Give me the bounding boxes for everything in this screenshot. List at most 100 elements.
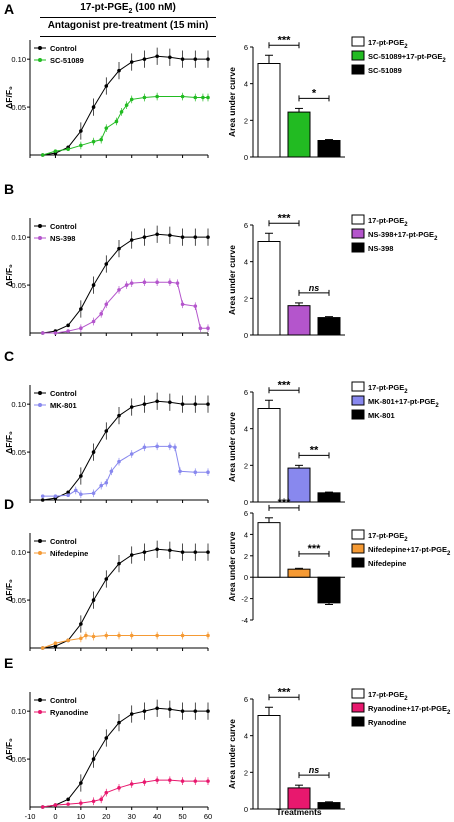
series-point xyxy=(155,444,159,449)
bar xyxy=(257,241,281,336)
series-point xyxy=(117,246,121,251)
series-point xyxy=(206,57,210,61)
bar-legend-swatch xyxy=(351,395,365,406)
legend-marker xyxy=(38,551,42,555)
trace-y-tick-label: 0.10 xyxy=(11,400,26,409)
series-point xyxy=(91,799,96,804)
trace-y-tick-label: 0.05 xyxy=(11,755,26,764)
series-point xyxy=(180,57,185,61)
series-point xyxy=(193,95,198,100)
legend-marker xyxy=(38,539,42,543)
sig-label: *** xyxy=(278,212,292,224)
bar-legend-label: SC-51089+17-pt-PGE2 xyxy=(368,52,446,64)
series-point xyxy=(155,547,159,552)
bar xyxy=(287,568,311,578)
series-point xyxy=(129,281,134,285)
series-line xyxy=(42,400,208,501)
bar-y-tick-label: 2 xyxy=(244,768,248,777)
bar-legend-swatch xyxy=(351,543,365,554)
bar-legend-swatch xyxy=(351,50,365,61)
bar-y-tick-label: -2 xyxy=(241,595,248,604)
series-point xyxy=(40,498,45,502)
series-point xyxy=(180,402,185,406)
bar-legend-swatch xyxy=(351,409,365,420)
bar-legend-label: NS-398 xyxy=(368,244,393,253)
series-point xyxy=(178,469,182,474)
trace-x-tick-label: 30 xyxy=(128,812,136,821)
panel-b: B 0.05 0.10 ΔF/F₀ Control NS-398 0 2 4 6 Area unde… xyxy=(4,181,438,340)
series-point xyxy=(206,779,210,783)
legend-marker xyxy=(38,224,42,228)
bar-legend-label: SC-51089 xyxy=(368,66,402,75)
series-point xyxy=(193,304,198,308)
series-point xyxy=(142,95,147,100)
sig-label: *** xyxy=(278,379,292,391)
bar-y-tick-label: 6 xyxy=(244,388,248,397)
series-point xyxy=(79,492,83,497)
panel-letter-c: C xyxy=(4,348,14,364)
bar-y-axis-label: Area under curve xyxy=(227,719,237,789)
bar-legend-swatch xyxy=(351,214,365,225)
series-point xyxy=(175,281,180,285)
series-point xyxy=(124,283,129,287)
series-point xyxy=(117,786,121,790)
legend-label: Nifedepine xyxy=(50,549,88,558)
series-point xyxy=(180,633,185,638)
legend-label: NS-398 xyxy=(50,234,75,243)
bar-legend-label: 17-pt-PGE2 xyxy=(368,216,408,228)
series-point xyxy=(104,302,109,307)
pretreatment-header-line xyxy=(40,36,216,37)
bar-legend-label: Nifedepine xyxy=(368,559,406,568)
panel-a: A 0.05 0.10 ΔF/F₀ Control SC-51089 0 2 4 6 Area un… xyxy=(4,1,446,162)
series-point xyxy=(168,548,172,553)
series-point xyxy=(91,139,96,144)
trace-x-tick-label: 0 xyxy=(53,812,57,821)
series-point xyxy=(84,633,88,638)
series-line xyxy=(42,445,208,497)
series-point xyxy=(142,780,147,784)
series-point xyxy=(129,238,134,242)
series-point xyxy=(155,706,159,711)
series-point xyxy=(53,149,58,153)
bar xyxy=(257,63,281,158)
bar xyxy=(317,140,341,158)
bar-y-tick-label: 2 xyxy=(244,116,248,125)
bar-y-tick-label: 0 xyxy=(244,331,248,340)
trace-y-tick-label: 0.05 xyxy=(11,596,26,605)
bar-legend-swatch xyxy=(351,381,365,392)
series-point xyxy=(119,110,124,114)
trace-x-tick-label: 10 xyxy=(77,812,85,821)
series-point xyxy=(198,326,203,331)
legend-label: Control xyxy=(50,222,77,231)
series-point xyxy=(99,483,103,488)
bar-y-tick-label: 6 xyxy=(244,43,248,52)
legend-label: Control xyxy=(50,537,77,546)
series-point xyxy=(155,232,159,237)
series-point xyxy=(129,553,134,557)
series-point xyxy=(206,709,210,713)
bar xyxy=(317,576,341,604)
series-point xyxy=(91,634,96,639)
series-point xyxy=(40,646,45,650)
series-point xyxy=(129,60,134,64)
series-point xyxy=(206,550,210,554)
series-point xyxy=(104,633,109,638)
series-point xyxy=(114,119,119,124)
panel-c: C 0.05 0.10 ΔF/F₀ Control MK-801 0 2 4 6 Area unde… xyxy=(4,348,439,507)
panel-letter-b: B xyxy=(4,181,14,197)
series-point xyxy=(104,429,109,433)
bar xyxy=(287,467,311,503)
bar-legend-swatch xyxy=(351,557,365,568)
series-point xyxy=(193,57,198,61)
bar-legend-label: 17-pt-PGE2 xyxy=(368,383,408,395)
series-point xyxy=(142,550,147,554)
series-line xyxy=(42,233,208,334)
legend-marker xyxy=(38,58,42,62)
series-point xyxy=(206,633,210,638)
bar-y-axis-label: Area under curve xyxy=(227,412,237,482)
series-point xyxy=(91,491,96,496)
series-point xyxy=(104,736,109,740)
series-point xyxy=(180,709,185,713)
bar-y-tick-label: 6 xyxy=(244,695,248,704)
